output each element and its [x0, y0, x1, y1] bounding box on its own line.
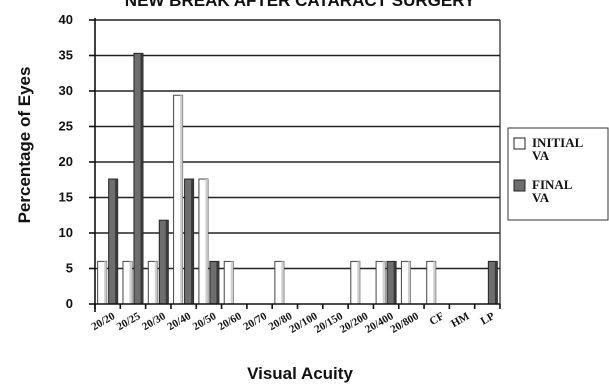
- x-tick-label: 20/60: [216, 310, 244, 333]
- bar-shade: [140, 53, 143, 305]
- bar-shade: [165, 220, 169, 304]
- legend-label: VA: [532, 148, 550, 163]
- bar-final-va: [209, 260, 220, 305]
- y-tick-label: 35: [59, 48, 73, 63]
- x-tick-label: 20/70: [241, 310, 269, 333]
- bar-shade: [115, 179, 118, 304]
- x-tick-label: 20/25: [115, 310, 143, 333]
- bar-initial-va: [147, 260, 158, 305]
- bar-shade: [129, 261, 132, 304]
- y-tick-label: 0: [66, 296, 73, 311]
- bar-initial-va: [375, 260, 386, 305]
- y-tick-label: 20: [59, 154, 73, 169]
- legend-label: FINAL: [532, 177, 573, 192]
- bar-final-va: [184, 178, 195, 305]
- bar-final-va: [108, 178, 119, 305]
- bar-shade: [382, 261, 386, 304]
- bar-shade: [494, 261, 498, 304]
- bar-initial-va: [350, 260, 361, 305]
- x-axis-title: Visual Acuity: [247, 364, 353, 383]
- bar-initial-va: [97, 260, 108, 305]
- y-tick-labels: 0 5 10 15 20 25 30 35 40: [59, 12, 73, 311]
- y-tick-label: 5: [66, 261, 73, 276]
- bar-shade: [407, 261, 411, 304]
- bar-shade: [154, 261, 158, 304]
- bar-initial-va: [274, 260, 285, 305]
- x-tick-label: CF: [428, 310, 447, 328]
- y-tick-label: 15: [59, 190, 73, 205]
- chart-title: NEW BREAK AFTER CATARACT SURGERY: [125, 0, 476, 10]
- y-tick-label: 25: [59, 119, 73, 134]
- bar-final-va: [133, 52, 144, 305]
- bar-shade: [180, 95, 183, 304]
- legend-swatch-final-va: [513, 179, 526, 192]
- x-tick-label: 20/20: [89, 310, 117, 333]
- x-tick-label: 20/40: [165, 310, 193, 333]
- bar-initial-va: [173, 94, 184, 305]
- bar-shade: [104, 261, 107, 304]
- x-tick-label: 20/30: [140, 310, 168, 333]
- bar-final-va: [386, 260, 397, 305]
- x-tick-label: 20/50: [191, 310, 219, 333]
- bar-initial-va: [400, 260, 411, 305]
- y-axis-title: Percentage of Eyes: [15, 67, 34, 224]
- bar-shade: [433, 261, 436, 304]
- bar-shade: [357, 261, 360, 304]
- x-tick-label: HM: [449, 310, 472, 330]
- axes-layer: [89, 18, 501, 312]
- y-tick-label: 10: [59, 225, 73, 240]
- bar-shade: [191, 179, 194, 304]
- bar-initial-va: [223, 260, 234, 305]
- legend-label: INITIAL: [532, 135, 584, 150]
- bar-shade: [281, 261, 284, 304]
- bar-shade: [393, 261, 397, 304]
- bar-shade: [205, 179, 208, 304]
- x-tick-label: 20/800: [388, 310, 421, 336]
- legend-label: VA: [532, 190, 550, 205]
- bar-shade: [216, 261, 219, 304]
- legend-swatch-initial-va: [513, 137, 526, 150]
- bar-shade: [230, 261, 234, 304]
- y-tick-label: 40: [59, 12, 73, 27]
- y-tick-label: 30: [59, 83, 73, 98]
- x-tick-label: LP: [479, 310, 497, 328]
- bar-initial-va: [198, 178, 209, 305]
- bar-final-va: [158, 219, 169, 305]
- bar-initial-va: [426, 260, 437, 305]
- bar-final-va: [487, 260, 498, 305]
- bar-initial-va: [122, 260, 133, 305]
